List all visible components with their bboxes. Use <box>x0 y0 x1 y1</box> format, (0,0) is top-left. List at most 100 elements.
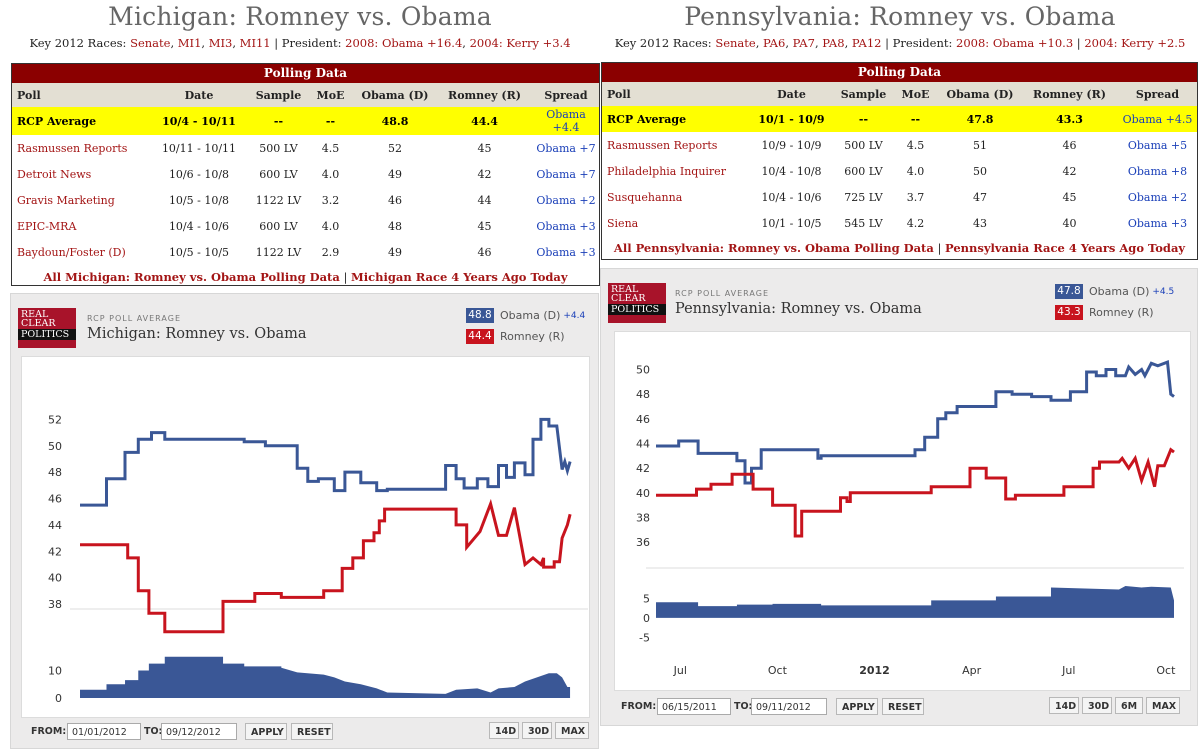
legend-item-obama: 48.8 Obama (D) +4.4 <box>466 306 585 325</box>
chart-legend: 48.8 Obama (D) +4.4 44.4 Romney (R) <box>466 306 585 348</box>
table-cell: 600 LV <box>844 164 883 178</box>
x-tick-label: Apr <box>962 664 982 677</box>
legend-label: Obama (D) <box>500 309 561 322</box>
poll-link[interactable]: Baydoun/Foster (D) <box>17 245 126 259</box>
race-link[interactable]: Senate <box>130 36 171 50</box>
rcp-chart-panel: REAL CLEAR POLITICS RCP POLL AVERAGE Penns… <box>600 268 1198 726</box>
poll-link[interactable]: Gravis Marketing <box>17 193 115 207</box>
range-14d-button[interactable]: 14D <box>1049 697 1079 714</box>
x-tick-label: Oct <box>1156 664 1176 677</box>
range-14d-button[interactable]: 14D <box>489 722 519 739</box>
polling-data-header: Polling Data <box>12 64 599 83</box>
history-link[interactable]: 2008: Obama +16.4 <box>345 36 463 50</box>
y-tick-label: 40 <box>48 572 62 585</box>
poll-link[interactable]: Philadelphia Inquirer <box>607 164 726 178</box>
poll-link[interactable]: Susquehanna <box>607 190 683 204</box>
y-tick-label: 46 <box>636 413 650 426</box>
y-tick-label: 48 <box>636 388 650 401</box>
y-tick-label: 42 <box>636 462 650 475</box>
range-max-button[interactable]: MAX <box>1146 697 1180 714</box>
y-tick-label: 38 <box>48 598 62 611</box>
range-6m-button[interactable]: 6M <box>1115 697 1143 714</box>
race-link[interactable]: PA12 <box>851 36 882 50</box>
table-row: Rasmussen Reports 10/11 - 10/11 500 LV 4.5 5… <box>12 135 599 161</box>
table-cell: 10/4 - 10/11 <box>148 107 250 135</box>
chart-title: Pennsylvania: Romney vs. Obama <box>675 301 922 317</box>
polling-data-box: Polling Data Poll Date Sample MoE Obama … <box>601 62 1198 260</box>
legend-value: 43.3 <box>1055 305 1083 320</box>
race-4-years-ago-link[interactable]: Michigan Race 4 Years Ago Today <box>351 270 568 284</box>
rcp-logo: REAL CLEAR POLITICS <box>18 308 76 348</box>
spread-y-tick-label: 5 <box>643 592 650 605</box>
race-link[interactable]: Senate <box>715 36 756 50</box>
range-30d-button[interactable]: 30D <box>1082 697 1112 714</box>
range-30d-button[interactable]: 30D <box>522 722 552 739</box>
date-range-controls: FROM: 06/15/2011 TO: 09/11/2012 APPLY RE… <box>601 697 1197 721</box>
all-polling-link[interactable]: All Michigan: Romney vs. Obama Polling D… <box>43 270 340 284</box>
to-date-input[interactable]: 09/12/2012 <box>161 723 237 740</box>
spread-y-tick-label: 0 <box>643 612 650 625</box>
column-header: Poll <box>602 82 748 106</box>
x-tick-label: Jul <box>673 664 687 677</box>
table-cell: -- <box>892 106 939 132</box>
race-4-years-ago-link[interactable]: Pennsylvania Race 4 Years Ago Today <box>945 241 1186 255</box>
table-cell: 52 <box>388 141 402 155</box>
poll-link[interactable]: Detroit News <box>17 167 92 181</box>
y-tick-label: 46 <box>48 493 62 506</box>
race-link[interactable]: MI11 <box>239 36 271 50</box>
page-title: Michigan: Romney vs. Obama <box>108 2 492 31</box>
table-cell: Obama +3 <box>536 245 596 259</box>
table-cell: Obama +8 <box>1127 164 1188 178</box>
from-date-input[interactable]: 01/01/2012 <box>67 723 141 740</box>
chart-svg: 36 38 40 42 44 46 48 50 -5 0 5 Jul Oct 2012 Apr Jul Oct <box>636 360 1184 677</box>
x-tick-label: Oct <box>768 664 788 677</box>
reset-button[interactable]: RESET <box>882 698 924 715</box>
poll-link[interactable]: EPIC-MRA <box>17 219 77 233</box>
to-date-input[interactable]: 09/11/2012 <box>751 698 827 715</box>
y-tick-label: 44 <box>48 519 62 532</box>
table-cell: 10/9 - 10/9 <box>761 138 822 152</box>
y-tick-label: 44 <box>636 438 650 451</box>
table-cell: 46 <box>1062 138 1077 152</box>
table-cell: 49 <box>388 167 402 181</box>
race-link[interactable]: PA8 <box>822 36 845 50</box>
race-link[interactable]: MI1 <box>177 36 202 50</box>
polling-table: Poll Date Sample MoE Obama (D) Romney (R… <box>602 82 1197 236</box>
history-link[interactable]: 2008: Obama +10.3 <box>956 36 1074 50</box>
column-header: Sample <box>250 83 307 107</box>
legend-value: 47.8 <box>1055 284 1083 299</box>
table-cell: 10/6 - 10/8 <box>168 167 230 181</box>
legend-label: Obama (D) <box>1089 285 1150 298</box>
table-cell: 10/5 - 10/5 <box>168 245 230 259</box>
obama-line <box>80 417 572 507</box>
apply-button[interactable]: APPLY <box>836 698 878 715</box>
apply-button[interactable]: APPLY <box>245 723 287 740</box>
page-title: Pennsylvania: Romney vs. Obama <box>684 2 1116 31</box>
from-label: FROM: <box>31 726 67 737</box>
table-row: Baydoun/Foster (D) 10/5 - 10/5 1122 LV 2.9 4… <box>12 239 599 265</box>
poll-link[interactable]: Siena <box>607 216 639 230</box>
key-races: Key 2012 Races: Senate, PA6, PA7, PA8, P… <box>614 36 1186 50</box>
reset-button[interactable]: RESET <box>291 723 333 740</box>
table-cell: 10/1 - 10/9 <box>748 106 835 132</box>
history-link[interactable]: 2004: Kerry +2.5 <box>1084 36 1186 50</box>
all-polling-link[interactable]: All Pennsylvania: Romney vs. Obama Polli… <box>613 241 934 255</box>
y-tick-label: 36 <box>636 536 650 549</box>
race-link[interactable]: PA6 <box>763 36 786 50</box>
race-link[interactable]: PA7 <box>792 36 815 50</box>
race-link[interactable]: MI3 <box>208 36 233 50</box>
pennsylvania-section: Pennsylvania: Romney vs. Obama Key 2012 … <box>600 0 1200 749</box>
rcp-poll-average-label: RCP POLL AVERAGE <box>675 289 769 298</box>
range-max-button[interactable]: MAX <box>555 722 589 739</box>
history-link[interactable]: 2004: Kerry +3.4 <box>469 36 571 50</box>
column-header: Spread <box>533 83 599 107</box>
poll-link[interactable]: Rasmussen Reports <box>17 141 128 155</box>
poll-link[interactable]: Rasmussen Reports <box>607 138 718 152</box>
table-cell: 46 <box>477 245 492 259</box>
rcp-poll-average-label: RCP POLL AVERAGE <box>87 314 181 323</box>
rcp-logo: REAL CLEAR POLITICS <box>608 283 666 323</box>
column-header: Date <box>148 83 250 107</box>
table-header-row: Poll Date Sample MoE Obama (D) Romney (R… <box>12 83 599 107</box>
table-cell: Obama +3 <box>536 219 596 233</box>
from-date-input[interactable]: 06/15/2011 <box>657 698 731 715</box>
